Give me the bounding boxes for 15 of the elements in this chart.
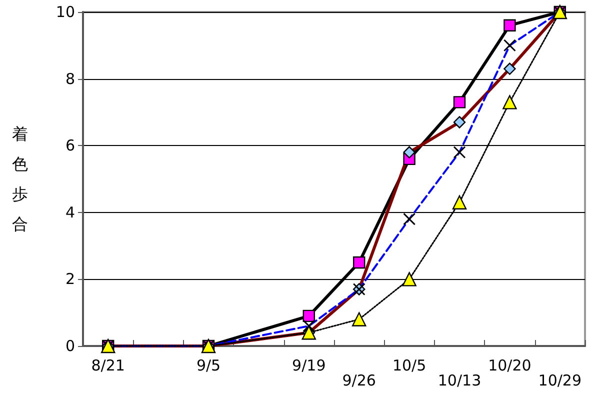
x-tick-label: 10/20 [488, 356, 532, 374]
y-tick-label: 8 [65, 70, 75, 88]
y-tick-label: 6 [65, 136, 75, 155]
x-tick-label: 9/5 [196, 356, 221, 374]
x-tick-label: 10/5 [392, 356, 426, 374]
y-tick-label: 0 [65, 337, 75, 355]
y-axis-title: 着色歩合 [12, 124, 28, 234]
y-tick-label: 10 [56, 3, 75, 21]
x-tick-label: 9/26 [342, 372, 376, 390]
x-tick-label: 9/19 [292, 356, 326, 374]
x-tick-label: 8/21 [91, 356, 125, 374]
y-tick-label: 4 [65, 203, 75, 222]
x-tick-label: 10/13 [438, 372, 482, 390]
y-tick-label: 2 [65, 270, 75, 288]
x-tick-label: 10/29 [538, 372, 582, 390]
